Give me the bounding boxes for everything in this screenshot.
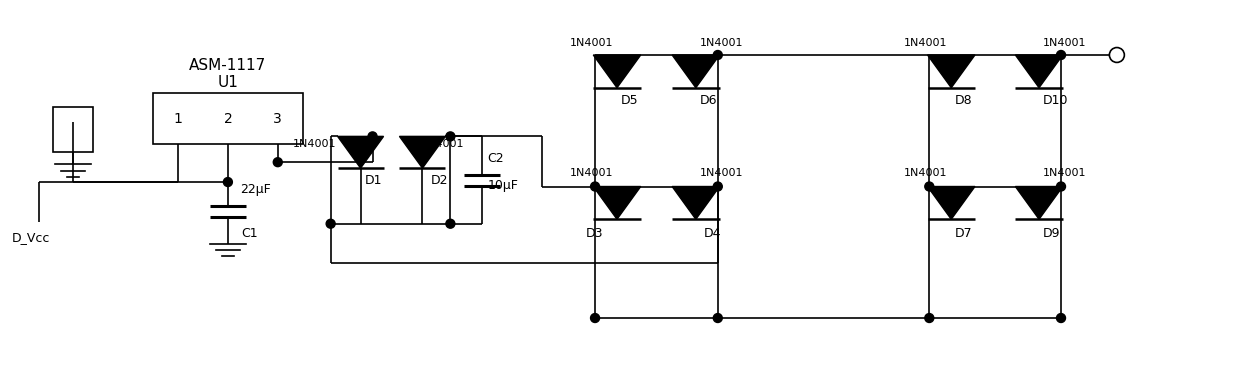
Text: 1N4001: 1N4001 [570,168,613,178]
Circle shape [714,313,722,322]
Text: 1N4001: 1N4001 [420,140,463,149]
Circle shape [446,219,455,228]
Text: C1: C1 [242,227,258,240]
Text: 1N4001: 1N4001 [903,168,948,178]
Circle shape [223,178,233,187]
Text: 2: 2 [223,111,232,126]
Circle shape [1057,50,1066,59]
Text: D1: D1 [364,174,382,187]
Polygon shape [1015,187,1063,219]
Polygon shape [399,137,446,168]
Circle shape [591,182,600,191]
Text: 1N4001: 1N4001 [1043,38,1087,48]
Circle shape [1057,182,1066,191]
Text: 1N4001: 1N4001 [700,38,743,48]
FancyBboxPatch shape [154,93,302,144]
Text: 22μF: 22μF [240,184,271,196]
Circle shape [924,182,934,191]
Polygon shape [928,187,975,219]
Polygon shape [593,187,641,219]
Text: 1: 1 [173,111,182,126]
Polygon shape [672,55,720,88]
Text: D8: D8 [955,94,973,107]
Text: D6: D6 [700,94,717,107]
Text: 3: 3 [274,111,282,126]
Polygon shape [337,137,384,168]
Circle shape [1057,313,1066,322]
Circle shape [714,182,722,191]
Polygon shape [672,187,720,219]
Text: 1N4001: 1N4001 [700,168,743,178]
Text: D5: D5 [621,94,638,107]
Text: 1N4001: 1N4001 [294,140,337,149]
Polygon shape [928,55,975,88]
Text: D_Vcc: D_Vcc [11,231,50,244]
Text: D4: D4 [704,227,721,240]
Circle shape [924,313,934,322]
Polygon shape [1015,55,1063,88]
Text: D10: D10 [1043,94,1068,107]
Text: D9: D9 [1043,227,1061,240]
Text: 1N4001: 1N4001 [570,38,613,48]
Circle shape [274,158,282,167]
Text: 1N4001: 1N4001 [1043,168,1087,178]
Text: C2: C2 [487,152,504,165]
Circle shape [326,219,335,228]
FancyBboxPatch shape [53,107,93,152]
Circle shape [714,50,722,59]
Circle shape [446,132,455,141]
Polygon shape [593,55,641,88]
Text: 10μF: 10μF [487,178,518,191]
Circle shape [591,313,600,322]
Circle shape [368,132,377,141]
Text: D7: D7 [955,227,973,240]
Text: 1N4001: 1N4001 [903,38,948,48]
Text: ASM-1117: ASM-1117 [190,58,266,73]
Text: U1: U1 [217,75,238,90]
Text: D3: D3 [586,227,603,240]
Text: D2: D2 [430,174,449,187]
